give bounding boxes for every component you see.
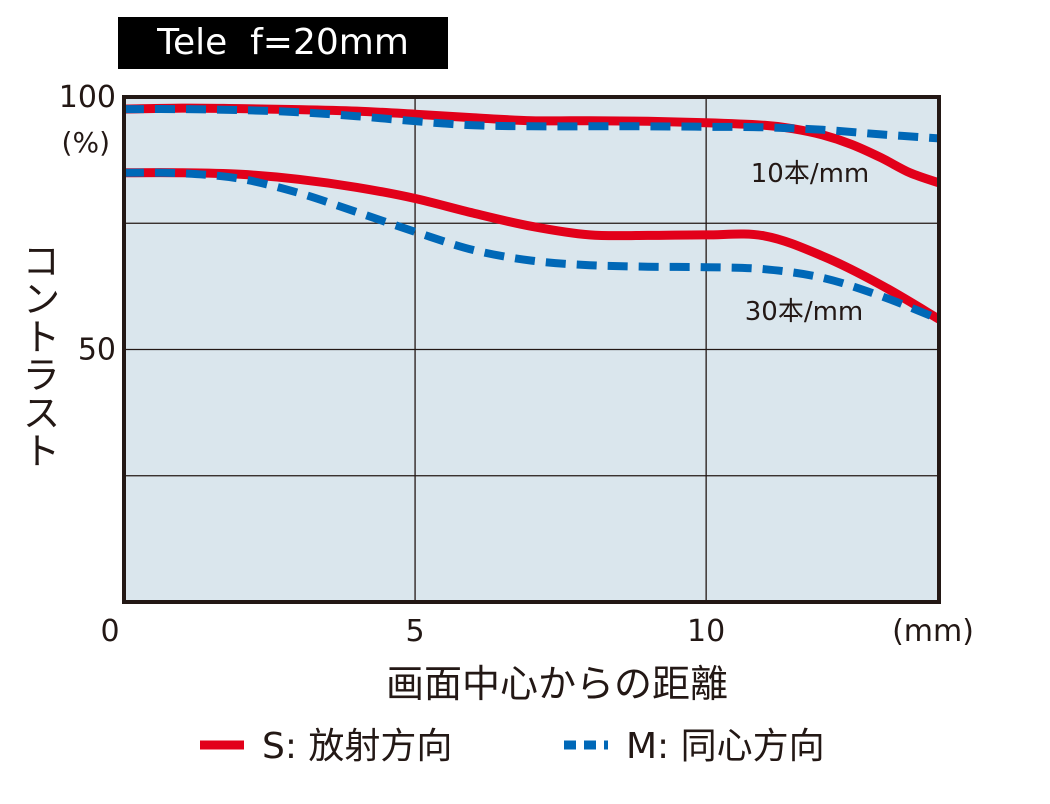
plot-frame [122, 95, 941, 604]
chart-title: Tele f=20mm [118, 17, 448, 69]
series-line-s-30lp [124, 168, 939, 324]
legend-label-s: S: 放射方向 [262, 726, 452, 767]
x-tick-label-10: 10 [687, 614, 725, 649]
x-tick-label-5: 5 [406, 614, 425, 649]
annotation-label-30: 30本/mm [745, 297, 864, 327]
x-unit-label: (mm) [892, 614, 974, 649]
x-axis-title: 画面中心からの距離 [386, 662, 728, 706]
y-axis-title: コントラスト [16, 241, 60, 469]
y-tick-label-100: 100 [59, 80, 116, 115]
y-tick-label-50: 50 [78, 333, 116, 368]
legend-label-m: M: 同心方向 [626, 726, 825, 767]
series-line-m-10lp [124, 105, 939, 143]
x-tick-label-0: 0 [100, 614, 119, 649]
y-unit-label: (%) [62, 126, 110, 159]
series-line-m-30lp [124, 168, 939, 323]
annotation-label-10: 10本/mm [751, 159, 870, 189]
